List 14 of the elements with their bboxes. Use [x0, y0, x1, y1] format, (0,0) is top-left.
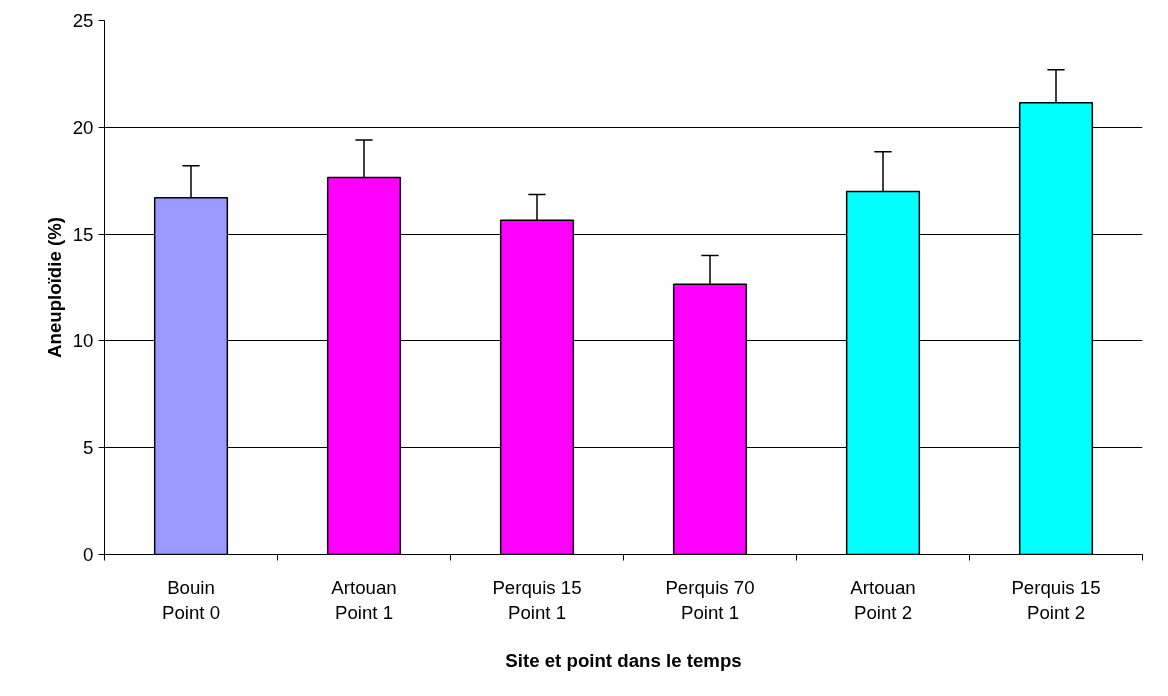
x-tick-label: Perquis 15 Point 2 [1011, 576, 1101, 623]
x-tick-label: Artouan Point 2 [850, 576, 916, 623]
y-tick-label: 10 [72, 330, 94, 352]
y-tick-label: 0 [83, 544, 94, 565]
y-tick-label: 5 [83, 437, 94, 459]
y-tick-label: 25 [72, 10, 94, 31]
x-tick-label: Bouin Point 0 [161, 576, 221, 623]
y-tick-label: 15 [72, 223, 94, 245]
x-axis-title: Site et point dans le temps [505, 649, 742, 671]
x-tick-label: Artouan Point 1 [331, 576, 397, 623]
x-tick-label: Perquis 70 Point 1 [665, 576, 755, 623]
x-tick-label: Perquis 15 Point 1 [492, 576, 582, 623]
y-axis-title: Aneuploïdie (%) [43, 217, 65, 358]
y-tick-label: 20 [72, 116, 94, 138]
